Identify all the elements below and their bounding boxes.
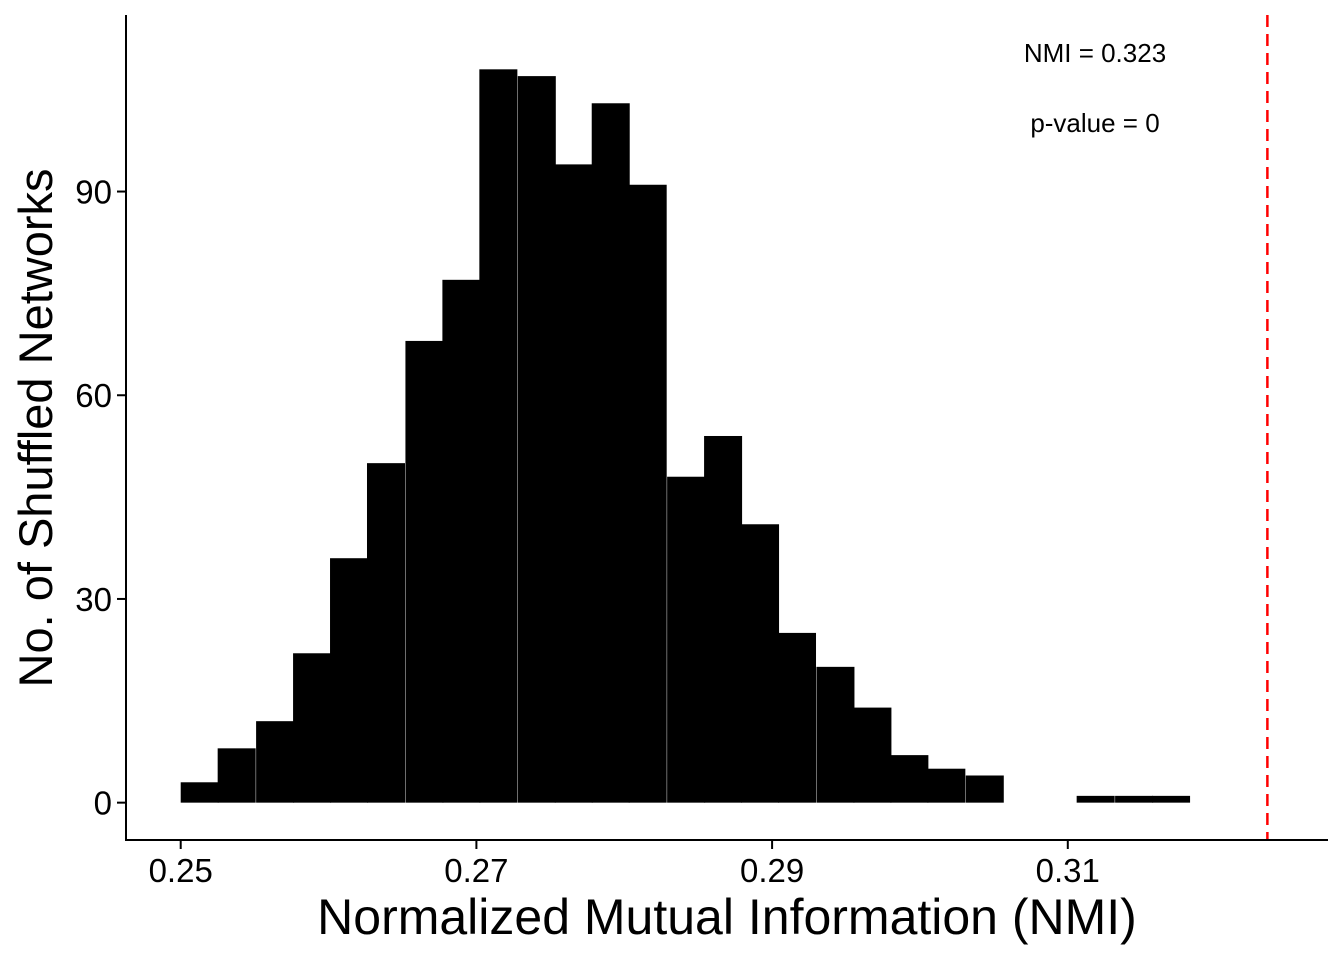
- histogram-bar: [741, 524, 780, 803]
- histogram-bars: [180, 69, 1191, 803]
- histogram-bar: [405, 340, 444, 803]
- histogram-bar: [853, 707, 892, 803]
- y-tick-label: 90: [75, 174, 112, 211]
- histogram-bar: [1152, 795, 1191, 803]
- x-tick-label: 0.27: [444, 852, 508, 889]
- histogram-bar: [704, 435, 743, 803]
- histogram-bar: [442, 279, 481, 803]
- x-axis-title: Normalized Mutual Information (NMI): [317, 889, 1137, 945]
- histogram-bar: [1115, 795, 1154, 803]
- x-tick-label: 0.29: [740, 852, 804, 889]
- pvalue-annotation: p-value = 0: [1030, 108, 1159, 138]
- histogram-bar: [778, 632, 817, 803]
- histogram-bar: [927, 768, 966, 803]
- histogram-bar: [1076, 795, 1115, 803]
- y-axis-ticks: 0 30 60 90: [75, 174, 126, 822]
- histogram-bar: [628, 184, 667, 803]
- histogram-bar: [366, 463, 405, 803]
- histogram-bar: [890, 755, 929, 803]
- y-axis-title: No. of Shuffled Networks: [9, 169, 62, 688]
- histogram-bar: [256, 721, 295, 803]
- histogram-bar: [180, 782, 219, 803]
- x-tick-label: 0.25: [149, 852, 213, 889]
- x-axis-ticks: 0.25 0.27 0.29 0.31: [149, 840, 1100, 889]
- histogram-bar: [667, 476, 706, 803]
- nmi-annotation: NMI = 0.323: [1024, 38, 1166, 68]
- histogram-bar: [591, 103, 630, 803]
- histogram-bar: [293, 653, 332, 803]
- histogram-bar: [517, 76, 556, 803]
- histogram-bar: [217, 748, 256, 803]
- histogram-bar: [330, 558, 369, 803]
- y-tick-label: 60: [75, 377, 112, 414]
- histogram-bar: [479, 69, 518, 803]
- y-tick-label: 0: [94, 785, 112, 822]
- y-tick-label: 30: [75, 581, 112, 618]
- histogram-bar: [554, 164, 593, 803]
- x-tick-label: 0.31: [1036, 852, 1100, 889]
- histogram-bar: [816, 666, 855, 803]
- histogram-bar: [965, 775, 1004, 803]
